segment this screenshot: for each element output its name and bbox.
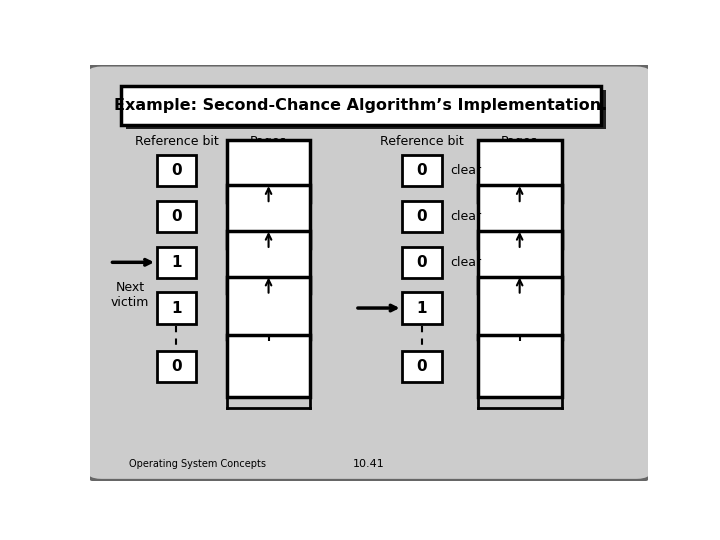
Text: 0: 0 (417, 209, 428, 224)
Bar (402, 155, 441, 186)
Bar (478, 140, 562, 202)
Bar (478, 185, 562, 248)
Bar (126, 90, 606, 129)
Bar (227, 335, 310, 397)
Bar (402, 293, 441, 323)
Bar (402, 201, 441, 232)
Text: Reference bit: Reference bit (380, 135, 464, 148)
Text: Reference bit: Reference bit (135, 135, 218, 148)
Bar (157, 350, 196, 382)
Bar (402, 350, 441, 382)
Bar (157, 155, 196, 186)
Bar (227, 140, 310, 202)
Text: 1: 1 (171, 255, 181, 270)
Text: Example: Second-Chance Algorithm’s Implementation.: Example: Second-Chance Algorithm’s Imple… (114, 98, 607, 113)
Bar (157, 293, 196, 323)
Text: 0: 0 (417, 163, 428, 178)
Text: Next
victim: Next victim (111, 281, 149, 309)
Bar (157, 247, 196, 278)
Bar (227, 231, 310, 294)
Text: 10.41: 10.41 (353, 459, 385, 469)
Text: 0: 0 (171, 163, 182, 178)
Bar (227, 277, 310, 339)
Text: clear: clear (450, 164, 481, 177)
Text: clear: clear (450, 210, 481, 223)
Text: 0: 0 (417, 359, 428, 374)
Text: 0: 0 (171, 209, 182, 224)
Bar (402, 247, 441, 278)
FancyBboxPatch shape (84, 65, 654, 481)
Bar (227, 185, 310, 248)
Text: 1: 1 (417, 301, 427, 315)
Text: 0: 0 (171, 359, 182, 374)
Text: Pages: Pages (250, 135, 287, 148)
Bar (478, 335, 562, 397)
Text: 1: 1 (171, 301, 181, 315)
Bar (157, 201, 196, 232)
Bar (478, 277, 562, 339)
Text: Pages: Pages (501, 135, 538, 148)
Bar (121, 85, 600, 125)
Text: Operating System Concepts: Operating System Concepts (129, 459, 266, 469)
Text: 0: 0 (417, 255, 428, 270)
Bar (478, 231, 562, 294)
Text: clear: clear (450, 256, 481, 269)
